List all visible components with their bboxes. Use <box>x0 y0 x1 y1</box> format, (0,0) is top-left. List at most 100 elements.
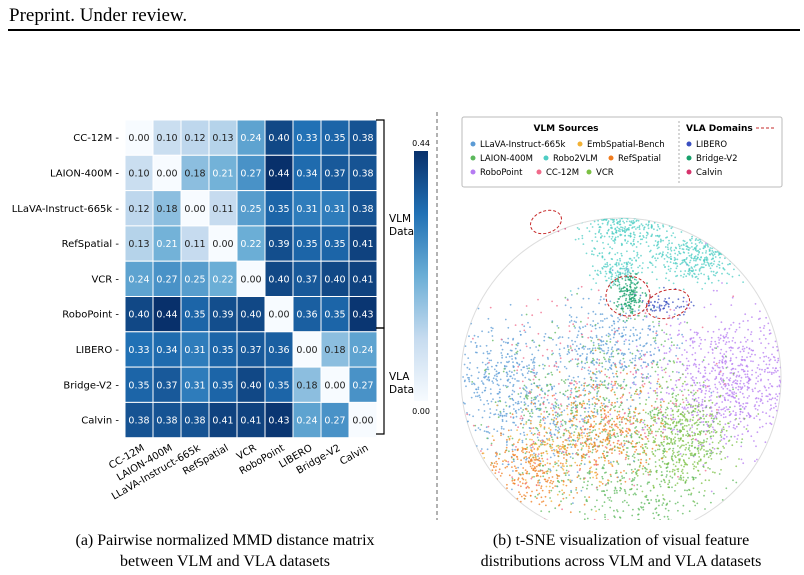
tsne-point <box>524 513 527 516</box>
tsne-point <box>785 424 787 426</box>
tsne-point <box>622 310 625 313</box>
tsne-point <box>685 357 688 360</box>
tsne-point <box>667 268 670 271</box>
tsne-point <box>610 224 612 227</box>
tsne-point <box>570 319 573 322</box>
tsne-point <box>600 340 603 343</box>
tsne-point <box>697 442 700 445</box>
tsne-point <box>638 337 641 340</box>
tsne-point <box>737 423 740 425</box>
tsne-point <box>523 431 525 434</box>
tsne-point <box>621 215 623 217</box>
tsne-point <box>516 372 518 375</box>
tsne-point <box>647 199 649 201</box>
tsne-point <box>705 252 707 254</box>
tsne-point <box>728 411 731 413</box>
tsne-point <box>522 451 524 454</box>
tsne-point <box>667 338 670 341</box>
heatmap-cell-value: 0.39 <box>212 310 233 321</box>
tsne-point <box>533 341 535 343</box>
tsne-point <box>741 406 744 408</box>
tsne-point <box>733 396 735 399</box>
tsne-point <box>574 404 577 406</box>
tsne-point <box>586 209 588 211</box>
tsne-point <box>519 334 522 336</box>
tsne-point <box>574 461 577 464</box>
tsne-point <box>665 254 668 257</box>
tsne-point <box>644 411 647 414</box>
tsne-point <box>641 267 644 270</box>
tsne-point <box>562 434 565 436</box>
tsne-point <box>740 368 743 371</box>
tsne-point <box>611 329 613 332</box>
heatmap-cell-value: 0.37 <box>324 168 345 179</box>
tsne-point <box>470 341 472 343</box>
tsne-point <box>619 271 622 274</box>
tsne-point <box>754 353 756 356</box>
tsne-point <box>604 423 607 425</box>
heatmap-cell-value: 0.35 <box>212 345 233 356</box>
tsne-point <box>654 416 656 419</box>
tsne-point <box>519 349 522 352</box>
tsne-point <box>713 260 716 263</box>
tsne-point <box>458 389 460 391</box>
tsne-point <box>736 258 739 260</box>
heatmap-cell <box>264 154 294 192</box>
tsne-point <box>600 209 602 211</box>
tsne-point <box>492 377 495 380</box>
tsne-point <box>719 334 722 337</box>
tsne-point <box>570 409 572 412</box>
tsne-point <box>744 313 747 316</box>
tsne-point <box>591 218 593 221</box>
tsne-point <box>533 382 536 385</box>
tsne-point <box>632 333 635 335</box>
tsne-point <box>699 238 701 241</box>
tsne-point <box>549 226 551 229</box>
tsne-point <box>608 277 610 279</box>
tsne-point <box>542 367 545 370</box>
tsne-point <box>480 481 483 483</box>
tsne-point <box>575 321 577 324</box>
tsne-point <box>592 278 595 280</box>
tsne-point <box>697 444 700 447</box>
tsne-point <box>770 398 773 401</box>
colorbar-max-label: 0.44 <box>412 139 430 148</box>
tsne-point <box>646 428 649 431</box>
tsne-point <box>607 347 610 349</box>
tsne-point <box>471 383 473 385</box>
tsne-point <box>681 333 683 336</box>
tsne-point <box>524 389 527 392</box>
tsne-point <box>671 203 673 205</box>
tsne-point <box>687 270 690 273</box>
tsne-point <box>497 413 500 416</box>
tsne-point <box>595 371 598 373</box>
tsne-point <box>530 432 533 435</box>
tsne-point <box>688 218 690 219</box>
tsne-point <box>677 408 680 411</box>
tsne-point <box>599 395 602 398</box>
tsne-point <box>589 218 591 221</box>
tsne-point <box>676 344 679 347</box>
tsne-point <box>483 480 485 482</box>
tsne-point <box>611 235 614 238</box>
tsne-point <box>668 350 671 353</box>
tsne-point <box>646 232 649 234</box>
tsne-point <box>708 429 710 432</box>
tsne-point <box>612 190 614 192</box>
tsne-point <box>621 417 623 419</box>
tsne-point <box>634 357 637 359</box>
tsne-point <box>717 422 719 425</box>
tsne-point <box>554 428 557 431</box>
tsne-point <box>633 392 636 395</box>
tsne-point <box>607 265 609 267</box>
tsne-point <box>536 371 538 374</box>
heatmap-cell-value: 0.22 <box>212 274 233 285</box>
tsne-point <box>647 364 650 367</box>
tsne-point <box>679 389 681 391</box>
tsne-point <box>679 263 682 266</box>
tsne-point <box>530 449 532 452</box>
tsne-point <box>558 450 561 453</box>
tsne-point <box>763 385 766 388</box>
tsne-point <box>636 349 639 352</box>
tsne-point <box>672 223 675 226</box>
